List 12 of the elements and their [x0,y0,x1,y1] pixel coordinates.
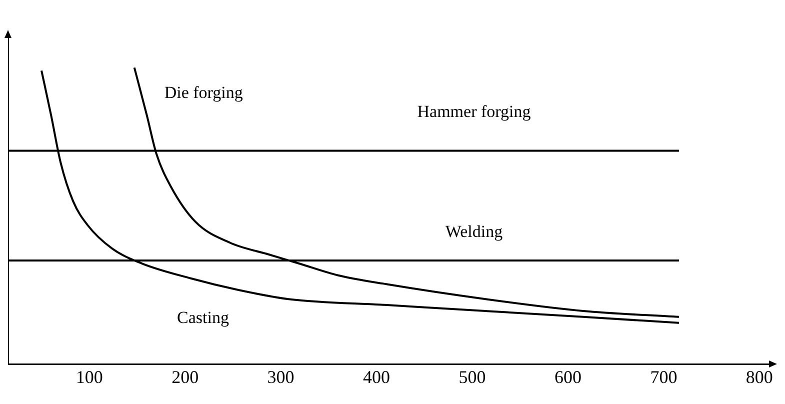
series-label: Die forging [164,83,244,102]
series-label: Hammer forging [417,102,532,122]
x-tick-label: 600 [554,366,582,387]
x-tick-label: 100 [76,366,103,387]
x-tick-label: 500 [458,366,486,387]
series-label: Casting [177,308,230,327]
x-tick-label: 200 [172,366,199,387]
series-label: Welding [445,222,504,242]
x-tick-label: 400 [363,366,390,387]
x-tick-label: 800 [746,366,773,387]
x-tick-label: 700 [650,366,678,387]
x-tick-label: 300 [267,366,294,387]
